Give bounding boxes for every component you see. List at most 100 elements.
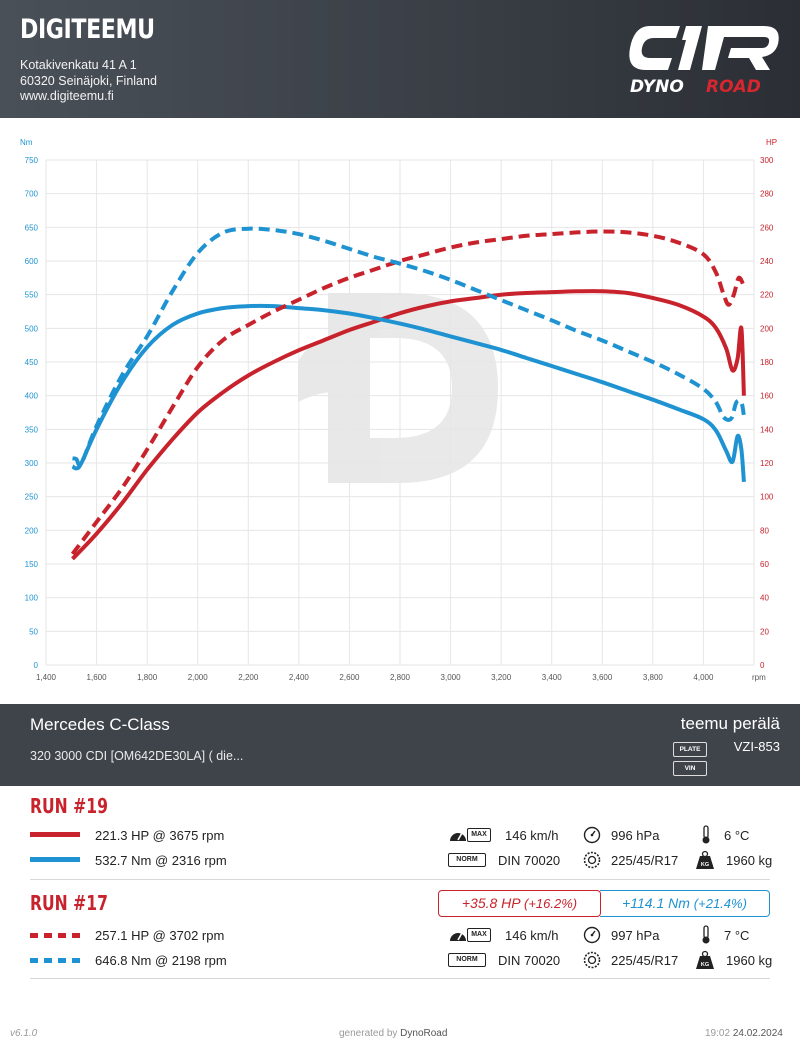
delta-hp-percent: (+16.2%) [524, 896, 578, 911]
vehicle-engine: 320 3000 CDI [OM642DE30LA] ( die... [30, 749, 244, 763]
bottom-divider [30, 978, 770, 979]
y-right-tick-label: 20 [760, 627, 769, 636]
delta-nm-badge: +114.1 Nm (+21.4%) [600, 890, 770, 917]
series-line-run-17-hp [70, 229, 746, 556]
y-right-tick-label: 180 [760, 358, 774, 367]
address-line-1: Kotakivenkatu 41 A 1 [20, 58, 137, 72]
y-right-tick-label: 220 [760, 291, 774, 300]
run-17-norm: DIN 70020 [498, 953, 561, 968]
delta-nm-percent: (+21.4%) [693, 896, 747, 911]
dynoroad-logo: DYNO ROAD [629, 26, 779, 96]
y-left-tick-label: 600 [25, 257, 39, 266]
x-tick-label: 4,000 [693, 673, 714, 682]
x-tick-label: 2,600 [339, 673, 360, 682]
vehicle-model: Mercedes C-Class [30, 715, 170, 734]
y-right-tick-label: 300 [760, 156, 774, 165]
run-19-norm: DIN 70020 [498, 853, 561, 868]
run-17-weight: 1960 kg [726, 953, 773, 968]
report-date: 24.02.2024 [732, 1028, 783, 1039]
website-link[interactable]: www.digiteemu.fi [20, 89, 114, 103]
dyno-chart: 0 0 50 20 100 40 150 60 200 80 250 100 300 120 350 140 4… [20, 138, 777, 682]
report-datetime: 19:02 24.02.2024 [705, 1028, 783, 1039]
plate-number: VZI-853 [733, 739, 780, 754]
weight-icon: KG [696, 850, 714, 869]
y-right-tick-label: 120 [760, 459, 774, 468]
generated-brand: DynoRoad [400, 1028, 448, 1039]
run-19-hp-legend-line [30, 832, 80, 837]
generated-by: generated by DynoRoad [339, 1028, 447, 1039]
delta-hp: +35.8 HP [461, 895, 521, 911]
run-17-nm-value: 646.8 Nm @ 2198 rpm [95, 953, 227, 968]
x-tick-label: 3,600 [592, 673, 613, 682]
y-left-tick-label: 0 [34, 661, 39, 670]
run-19-kg-tag: KG [701, 862, 709, 868]
run-19-norm-tag: NORM [448, 853, 486, 867]
run-19-max-speed: 146 km/h [505, 828, 559, 843]
header: DIGITEEMU Kotakivenkatu 41 A 1 60320 Sei… [0, 0, 800, 118]
run-19-tyre: 225/45/R17 [611, 853, 679, 868]
run-17-temperature: 7 °C [724, 928, 750, 943]
speedometer-icon [450, 832, 466, 841]
x-tick-label: 3,000 [441, 673, 462, 682]
series-line-run-19-nm [71, 303, 746, 483]
x-tick-label: 2,200 [238, 673, 259, 682]
x-axis-label: rpm [752, 673, 766, 682]
x-tick-label: 1,800 [137, 673, 158, 682]
y-left-tick-label: 650 [25, 223, 39, 232]
weight-icon: KG [696, 950, 714, 969]
run-17-nm-legend-line [30, 958, 80, 963]
x-tick-label: 1,600 [87, 673, 108, 682]
run-17-title: RUN #17 [30, 891, 108, 915]
report-time: 19:02 [705, 1028, 731, 1039]
y-right-tick-label: 60 [760, 560, 769, 569]
run-19-nm-legend-line [30, 857, 80, 862]
y-right-tick-label: 260 [760, 223, 774, 232]
x-tick-label: 1,400 [36, 673, 57, 682]
run-19-title: RUN #19 [30, 794, 108, 818]
x-tick-label: 2,400 [289, 673, 310, 682]
run-19-nm-value: 532.7 Nm @ 2316 rpm [95, 853, 227, 868]
y-left-tick-label: 350 [25, 425, 39, 434]
vehicle-info-bar: Mercedes C-Class 320 3000 CDI [OM642DE30… [0, 704, 800, 786]
y-right-tick-label: 280 [760, 190, 774, 199]
x-tick-label: 3,200 [491, 673, 512, 682]
company-name: DIGITEEMU [20, 14, 155, 45]
x-tick-label: 3,800 [643, 673, 664, 682]
run-17-max-speed: 146 km/h [505, 928, 559, 943]
run-17-hp-value: 257.1 HP @ 3702 rpm [95, 928, 225, 943]
y-left-tick-label: 400 [25, 392, 39, 401]
run-17-norm-tag: NORM [448, 953, 486, 967]
y-right-tick-label: 40 [760, 594, 769, 603]
owner-name: teemu perälä [680, 714, 780, 733]
y-right-tick-label: 140 [760, 425, 774, 434]
plate-tag: PLATE [673, 742, 707, 757]
run-19-pressure: 996 hPa [611, 828, 660, 843]
thermometer-icon [702, 925, 710, 944]
delta-nm: +114.1 Nm [622, 895, 690, 911]
run-19-weight: 1960 kg [726, 853, 773, 868]
app-version: v6.1.0 [10, 1028, 38, 1039]
run-17-max-tag: MAX [467, 928, 491, 942]
x-tick-label: 2,000 [188, 673, 209, 682]
logo-text-dyno: DYNO [630, 77, 684, 96]
y-left-tick-label: 150 [25, 560, 39, 569]
generated-prefix: generated by [339, 1028, 398, 1039]
y-right-tick-label: 200 [760, 324, 774, 333]
run-17-pressure: 997 hPa [611, 928, 660, 943]
delta-hp-badge: +35.8 HP (+16.2%) [438, 890, 601, 917]
tyre-icon [583, 851, 601, 869]
y-left-tick-label: 750 [25, 156, 39, 165]
vin-tag: VIN [673, 761, 707, 776]
y-right-tick-label: 100 [760, 493, 774, 502]
y-right-tick-label: 240 [760, 257, 774, 266]
series-line-run-17-nm [72, 226, 746, 467]
y-right-tick-label: 0 [760, 661, 765, 670]
barometer-icon [583, 926, 601, 944]
run-17-kg-tag: KG [701, 962, 709, 968]
y-left-tick-label: 100 [25, 594, 39, 603]
runs-divider [30, 879, 770, 880]
y-right-axis-label: HP [766, 138, 777, 147]
y-left-tick-label: 700 [25, 190, 39, 199]
run-17-tyre: 225/45/R17 [611, 953, 679, 968]
thermometer-icon [702, 825, 710, 844]
